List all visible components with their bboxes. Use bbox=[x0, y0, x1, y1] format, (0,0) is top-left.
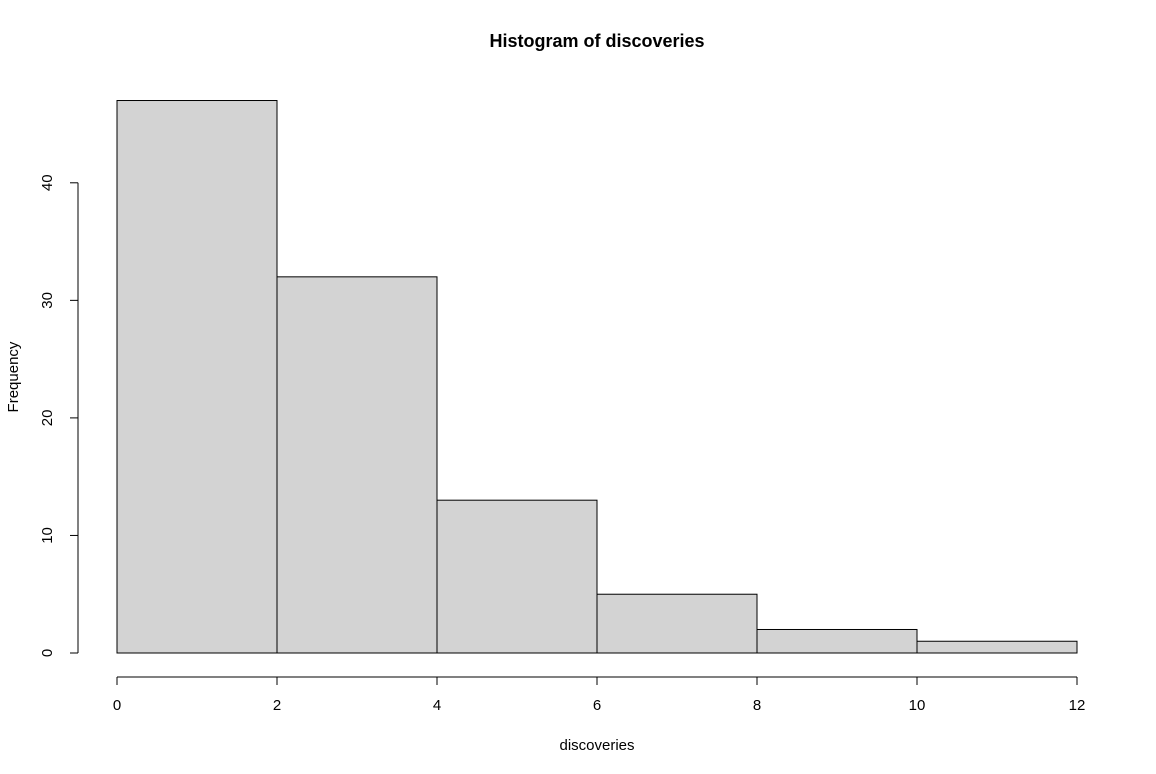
x-tick-label-6: 6 bbox=[593, 697, 601, 714]
histogram-bar-0 bbox=[116, 100, 278, 654]
x-tick-label-0: 0 bbox=[113, 697, 121, 714]
x-tick-label-10: 10 bbox=[909, 697, 926, 714]
histogram-bar-3 bbox=[596, 593, 758, 654]
x-tick-label-8: 8 bbox=[753, 697, 761, 714]
bars-group bbox=[116, 100, 1078, 654]
histogram-bar-5 bbox=[916, 640, 1078, 654]
histogram-bar-4 bbox=[756, 628, 918, 654]
y-tick-label-0: 0 bbox=[39, 649, 56, 657]
y-axis: 0 10 20 30 40 bbox=[39, 174, 79, 657]
y-axis-label: Frequency bbox=[5, 341, 22, 412]
x-tick-label-12: 12 bbox=[1069, 697, 1086, 714]
x-tick-label-4: 4 bbox=[433, 697, 441, 714]
y-tick-label-30: 30 bbox=[39, 292, 56, 309]
histogram-bar-1 bbox=[276, 276, 438, 654]
y-tick-label-10: 10 bbox=[39, 527, 56, 544]
x-axis-label: discoveries bbox=[559, 737, 634, 754]
y-tick-label-20: 20 bbox=[39, 410, 56, 427]
chart-title: Histogram of discoveries bbox=[489, 31, 704, 51]
y-tick-label-40: 40 bbox=[39, 174, 56, 191]
x-tick-label-2: 2 bbox=[273, 697, 281, 714]
histogram-bar-2 bbox=[436, 499, 598, 654]
x-axis: 0 2 4 6 8 10 12 bbox=[113, 676, 1086, 714]
